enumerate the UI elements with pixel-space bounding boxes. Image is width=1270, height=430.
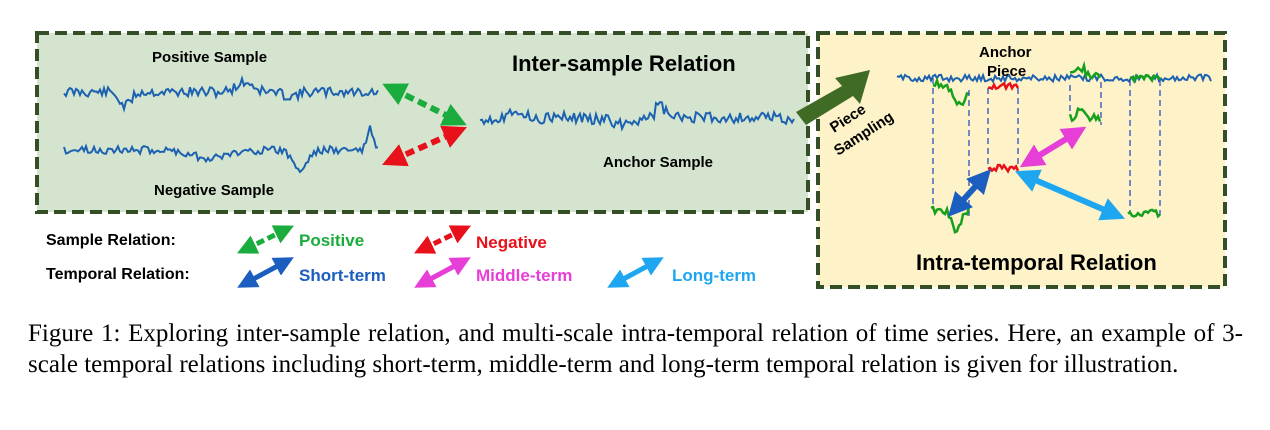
middle-term-arrow bbox=[1019, 126, 1087, 168]
intra-green-piece-2 bbox=[1070, 60, 1102, 80]
positive-relation-arrow bbox=[382, 83, 467, 126]
anchor-piece-label-line2: Piece bbox=[987, 63, 1026, 80]
intra-base-series bbox=[896, 71, 1212, 84]
anchor-sample-label: Anchor Sample bbox=[603, 154, 713, 171]
legend-temporal-relation-label: Temporal Relation: bbox=[46, 266, 190, 283]
legend-negative-arrow bbox=[414, 225, 471, 254]
legend-short-term-label: Short-term bbox=[299, 266, 386, 285]
short-term-arrow bbox=[947, 169, 992, 217]
figure-caption: Figure 1: Exploring inter-sample relatio… bbox=[28, 320, 1243, 378]
legend-middle-term-arrow bbox=[414, 257, 471, 288]
legend-long-term-label: Long-term bbox=[672, 266, 756, 285]
negative-sample-series bbox=[63, 125, 379, 174]
intra-temporal-title: Intra-temporal Relation bbox=[916, 250, 1157, 275]
legend-positive-label: Positive bbox=[299, 231, 364, 250]
positive-sample-series bbox=[63, 74, 379, 113]
piece-sampling-arrow bbox=[796, 70, 870, 125]
middle-term-piece bbox=[1068, 106, 1102, 123]
anchor-sample-series bbox=[479, 101, 795, 132]
legend-negative-label: Negative bbox=[476, 233, 547, 252]
long-term-piece bbox=[1127, 208, 1161, 219]
legend-short-term-arrow bbox=[237, 257, 294, 288]
positive-sample-label: Positive Sample bbox=[152, 49, 267, 66]
legend-sample-relation-label: Sample Relation: bbox=[46, 232, 176, 249]
legend-long-term-arrow bbox=[607, 257, 664, 288]
negative-sample-label: Negative Sample bbox=[154, 182, 274, 199]
anchor-piece-bottom bbox=[987, 163, 1020, 174]
legend-positive-arrow bbox=[237, 225, 294, 254]
anchor-piece-label-line1: Anchor bbox=[979, 44, 1032, 61]
long-term-arrow bbox=[1014, 169, 1126, 221]
intra-green-piece-1 bbox=[932, 76, 970, 107]
legend-middle-term-label: Middle-term bbox=[476, 266, 572, 285]
negative-relation-arrow bbox=[382, 125, 467, 167]
intra-green-piece-3 bbox=[1129, 73, 1162, 84]
intra-anchor-piece-top bbox=[987, 81, 1020, 92]
figure-diagram: Positive Sample Negative Sample Anchor S… bbox=[35, 31, 1227, 289]
inter-sample-title: Inter-sample Relation bbox=[512, 51, 736, 76]
projection-lines bbox=[932, 78, 1161, 218]
